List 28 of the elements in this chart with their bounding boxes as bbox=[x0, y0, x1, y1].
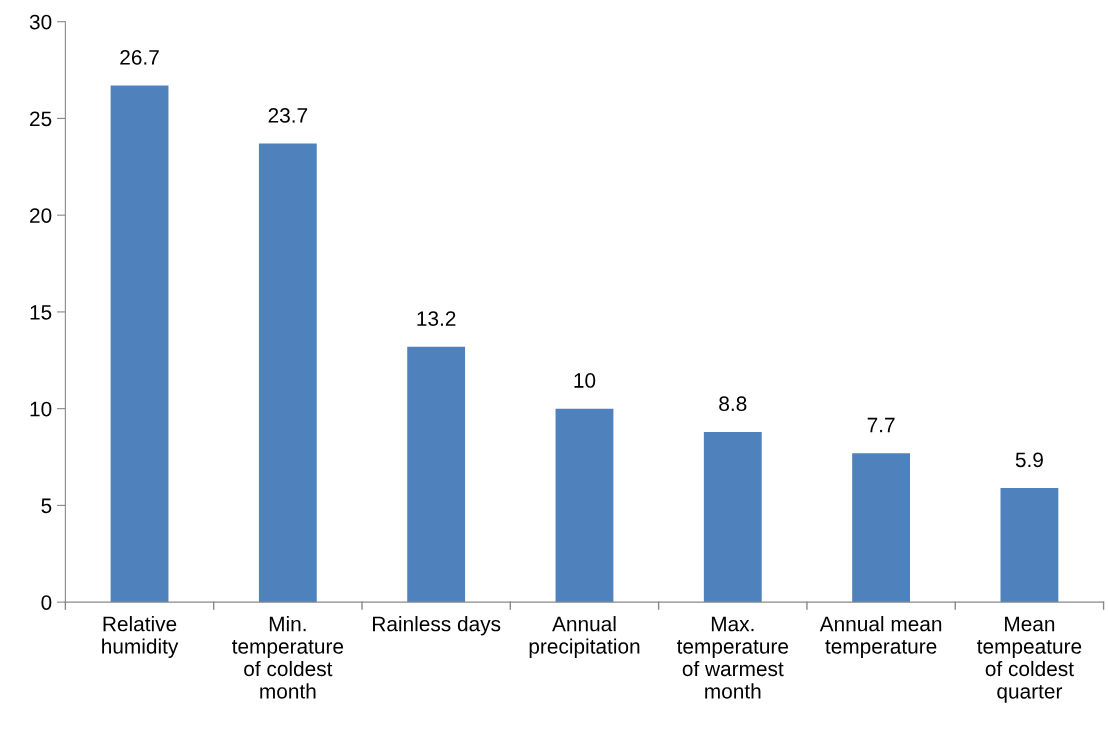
y-tick-label: 30 bbox=[29, 14, 52, 30]
bar bbox=[703, 431, 762, 603]
x-tick-label: Annual mean temperature bbox=[819, 616, 942, 658]
x-tick-label: Max. temperature of warmest month bbox=[676, 616, 789, 699]
bar bbox=[407, 346, 466, 603]
data-label: 26.7 bbox=[120, 50, 159, 65]
y-tick-label: 0 bbox=[41, 595, 52, 610]
bar bbox=[852, 453, 911, 603]
x-tick-label: Min. temperature of coldest month bbox=[232, 616, 344, 699]
data-label: 8.8 bbox=[719, 396, 747, 412]
data-label: 10 bbox=[574, 373, 596, 388]
data-label: 5.9 bbox=[1015, 452, 1043, 468]
y-tick-label: 15 bbox=[30, 305, 52, 320]
x-tick-label: Annual precipitation bbox=[529, 616, 640, 658]
data-label: 23.7 bbox=[268, 108, 308, 123]
x-tick-label: Rainless days bbox=[373, 616, 501, 636]
y-tick-label: 5 bbox=[41, 498, 52, 514]
bar bbox=[110, 85, 169, 603]
y-tick-label: 20 bbox=[30, 208, 52, 223]
data-label: 13.2 bbox=[417, 311, 456, 326]
x-tick-label: Mean tempeature of coldest quarter bbox=[977, 616, 1082, 703]
y-tick-label: 10 bbox=[30, 401, 52, 417]
bar bbox=[1000, 487, 1059, 603]
y-tick-label: 25 bbox=[30, 111, 52, 127]
x-tick-label: Relative humidity bbox=[102, 616, 179, 658]
bar bbox=[258, 143, 317, 603]
data-label: 7.7 bbox=[867, 417, 895, 433]
bar bbox=[555, 408, 614, 603]
